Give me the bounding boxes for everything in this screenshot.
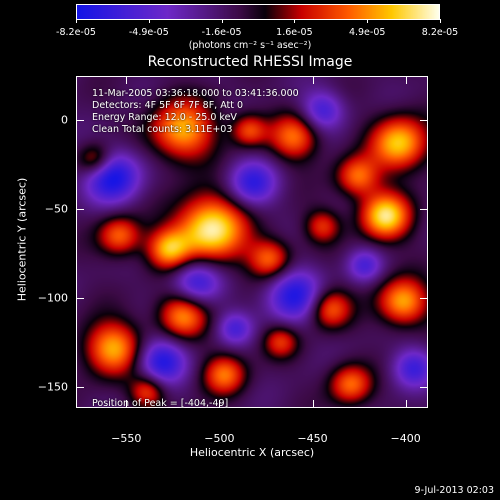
x-tick-label: −500 — [204, 432, 235, 445]
colorbar-tick-label: 4.9e-05 — [348, 27, 386, 38]
x-tick-mark — [126, 76, 128, 84]
colorbar-tick-label: -4.9e-05 — [128, 27, 169, 38]
colorbar-tick-label: 1.6e-05 — [276, 27, 313, 38]
y-tick-mark — [76, 120, 84, 122]
colorbar-tick-mark — [367, 19, 369, 23]
x-tick-label: −450 — [297, 432, 328, 445]
colorbar-tick-label: 8.2e-05 — [421, 27, 459, 38]
timestamp: 9-Jul-2013 02:03 — [414, 485, 494, 496]
y-tick-mark — [420, 120, 428, 122]
x-tick-mark — [219, 400, 221, 408]
colorbar-tick-mark — [221, 19, 223, 23]
info-energy: Energy Range: 12.0 - 25.0 keV — [92, 112, 237, 123]
x-axis-label: Heliocentric X (arcsec) — [189, 446, 315, 459]
y-tick-label: 0 — [61, 113, 68, 127]
info-peak: Position of Peak = [-404,-49] — [92, 398, 229, 409]
x-tick-mark — [312, 76, 314, 84]
x-tick-label: −400 — [390, 432, 421, 445]
x-tick-mark — [312, 400, 314, 408]
x-tick-mark — [405, 76, 407, 84]
y-tick-label: −150 — [37, 380, 68, 394]
x-tick-mark — [219, 76, 221, 84]
x-tick-label: −550 — [111, 432, 142, 445]
y-axis-label: Heliocentric Y (arcsec) — [15, 177, 29, 302]
colorbar-tick-mark — [440, 19, 441, 23]
colorbar-tick-mark — [76, 19, 77, 23]
x-tick-mark — [405, 400, 407, 408]
y-tick-mark — [76, 297, 84, 299]
y-tick-mark — [76, 386, 84, 388]
y-tick-label: −100 — [37, 291, 68, 305]
info-time: 11-Mar-2005 03:36:18.000 to 03:41:36.000 — [92, 88, 299, 99]
x-tick-mark — [126, 400, 128, 408]
info-clean: Clean Total counts: 3.11E+03 — [92, 124, 233, 135]
y-tick-mark — [76, 209, 84, 211]
colorbar-tick-mark — [294, 19, 296, 23]
colorbar — [76, 4, 440, 20]
rhessi-image — [76, 76, 428, 408]
y-tick-mark — [420, 386, 428, 388]
colorbar-tick-label: -8.2e-05 — [56, 27, 96, 38]
colorbar-tick-mark — [148, 19, 150, 23]
y-tick-mark — [420, 209, 428, 211]
plot-title: Reconstructed RHESSI Image — [147, 54, 353, 70]
y-tick-label: −50 — [44, 202, 68, 216]
colorbar-tick-label: -1.6e-05 — [201, 27, 242, 38]
info-detectors: Detectors: 4F 5F 6F 7F 8F, Att 0 — [92, 100, 244, 111]
colorbar-units: (photons cm⁻² s⁻¹ asec⁻²) — [188, 40, 312, 51]
y-tick-mark — [420, 297, 428, 299]
